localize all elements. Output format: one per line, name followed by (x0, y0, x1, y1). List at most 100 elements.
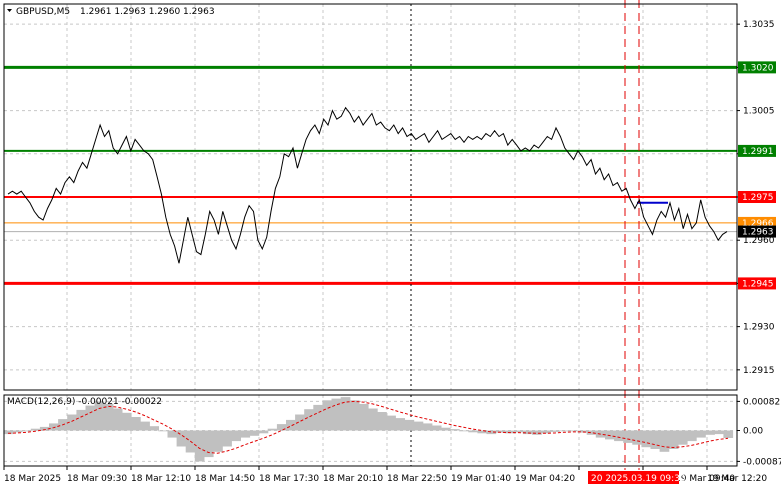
price-series (7, 106, 728, 264)
macd-y-tick-label: -0.00087 (743, 457, 781, 467)
macd-histogram-bar (49, 423, 59, 431)
macd-signal-line (7, 400, 729, 454)
macd-histogram-bar (295, 414, 305, 431)
macd-histogram-bar (641, 430, 652, 448)
macd-histogram-bar (94, 401, 105, 431)
x-tick-label: 18 Mar 17:30 (259, 474, 319, 484)
macd-panel (3, 397, 734, 462)
macd-histogram-bar (431, 425, 442, 431)
x-tick-label: 19 Mar 01:40 (451, 474, 511, 484)
macd-histogram-bar (586, 430, 597, 435)
macd-histogram-bar (286, 419, 296, 431)
symbol-label: GBPUSD,M5 (16, 7, 70, 17)
macd-histogram-bar (541, 430, 551, 434)
macd-histogram-bar (67, 414, 77, 431)
macd-histogram-bar (440, 427, 451, 431)
macd-histogram-bar (213, 430, 223, 452)
dropdown-triangle-icon[interactable] (7, 9, 12, 12)
macd-histogram-bar (258, 430, 269, 434)
y-tick-label: 1.3005 (743, 107, 775, 117)
macd-histogram-bar (158, 430, 169, 432)
macd-histogram-bar (395, 418, 405, 431)
macd-histogram-bar (21, 430, 32, 432)
macd-histogram-bar (495, 430, 506, 433)
orange-level-label: 1.2966 (742, 219, 774, 229)
macd-histogram-bar (3, 430, 14, 435)
macd-histogram-bar (368, 408, 378, 431)
macd-histogram-bar (112, 408, 123, 431)
highlight-time-label: 20 2025.03.19 09:30 (591, 474, 686, 484)
macd-histogram-bar (422, 423, 433, 431)
macd-histogram-bar (222, 430, 232, 447)
macd-histogram-bar (559, 430, 570, 432)
macd-histogram-bar (131, 417, 141, 431)
macd-histogram-bar (386, 415, 396, 431)
macd-histogram-bar (687, 430, 697, 442)
macd-histogram-bar (140, 421, 150, 431)
price-line (7, 106, 728, 264)
x-tick-label: 18 Mar 09:30 (67, 474, 127, 484)
macd-histogram-bar (340, 397, 351, 431)
macd-histogram-bar (450, 429, 460, 431)
macd-histogram-bar (577, 430, 588, 433)
macd-histogram-bar (723, 430, 734, 438)
y-tick-label: 1.2915 (743, 366, 775, 376)
highlight-time-box (588, 471, 679, 484)
macd-histogram-bar (522, 430, 533, 435)
macd-histogram-bar (240, 430, 251, 438)
red-level-lower-label: 1.2945 (742, 279, 774, 289)
macd-histogram-bar (39, 426, 50, 431)
macd-histogram-bar (532, 430, 542, 435)
macd-histogram-bar (322, 400, 333, 431)
macd-histogram-bar (349, 400, 360, 431)
macd-histogram-bar (468, 430, 478, 433)
horizontal-levels[interactable] (4, 65, 737, 285)
macd-histogram-bar (650, 430, 661, 449)
macd-histogram-bar (85, 405, 96, 431)
macd-y-tick-label: 0.00 (743, 427, 763, 437)
macd-histogram-bar (696, 430, 706, 438)
macd-histogram-bar (550, 430, 560, 432)
red-level-upper-label: 1.2975 (742, 193, 774, 203)
macd-histogram-bar (623, 430, 633, 443)
red-level-lower-label-box (738, 277, 776, 290)
chart-header: GBPUSD,M5 1.2961 1.2963 1.2960 1.2963 (7, 7, 215, 17)
x-tick-label: 19 Mar 04:20 (515, 474, 575, 484)
y-tick-label: 1.3035 (743, 20, 775, 30)
current-price-label: 1.2963 (742, 228, 774, 238)
x-tick-label: 18 Mar 14:50 (195, 474, 255, 484)
macd-histogram-bar (267, 428, 278, 431)
macd-histogram-bar (477, 430, 488, 434)
macd-histogram-bar (331, 398, 342, 431)
macd-histogram-bar (659, 430, 670, 452)
green-level-lower-label-box (738, 144, 776, 157)
macd-histogram-bar (76, 409, 87, 431)
macd-histogram-bar (358, 403, 369, 431)
macd-histogram-bar (231, 430, 241, 442)
macd-histogram-bar (614, 430, 624, 442)
macd-histogram-bar (30, 428, 41, 431)
macd-histogram-bar (249, 430, 260, 436)
x-tick-label: 18 Mar 2025 (4, 474, 61, 484)
macd-histogram-bar (668, 430, 679, 449)
y-tick-label: 1.2930 (743, 323, 775, 333)
macd-histogram-bar (404, 419, 415, 431)
x-tick-label: 19 Mar 09:40 (675, 474, 735, 484)
macd-histogram-bar (176, 430, 187, 447)
y-tick-label: 1.2960 (743, 236, 775, 246)
green-level-upper-label: 1.3020 (742, 63, 774, 73)
macd-label: MACD(12,26,9) -0.00021 -0.00022 (7, 397, 162, 407)
red-level-upper-label-box (738, 191, 776, 203)
macd-histogram-bar (203, 430, 214, 458)
macd-histogram-bar (605, 430, 615, 440)
macd-histogram-bar (632, 430, 642, 445)
macd-histogram-bar (677, 430, 688, 445)
macd-histogram-bar (276, 424, 287, 431)
macd-histogram-bar (714, 430, 724, 435)
macd-histogram-bar (313, 404, 323, 431)
price-axis-labels: 1.3020 1.2991 1.2975 1.2966 1.2945 1.2963 (738, 61, 776, 290)
axes: 1.3035 1.3005 1.2960 1.2930 1.2915 0.00082 0.0… (3, 3, 781, 484)
